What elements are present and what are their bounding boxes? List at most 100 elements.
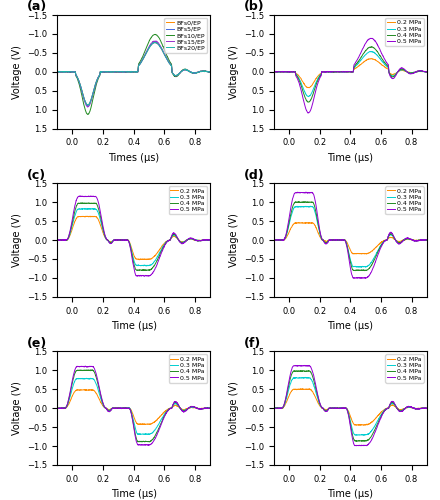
0.5 MPa [405,404,410,409]
0.2 MPa [81,386,86,392]
Line: 0.4 MPa: 0.4 MPa [274,47,427,102]
0.2 MPa [113,237,118,243]
Line: 0.4 MPa: 0.4 MPa [57,370,210,442]
0.5 MPa [289,367,294,373]
0.5 MPa [330,405,335,411]
0.5 MPa [113,405,118,411]
0.2 MPa [298,75,303,81]
0.4 MPa [207,237,213,243]
0.3 MPa [368,48,373,54]
0.4 MPa [352,268,358,274]
BFs0/EP [152,40,158,46]
Line: 0.3 MPa: 0.3 MPa [274,52,427,96]
BFs20/EP [205,68,210,74]
Line: BFs20/EP: BFs20/EP [57,42,210,105]
0.3 MPa [188,236,193,242]
0.3 MPa [81,376,86,382]
0.5 MPa [55,237,60,243]
0.4 MPa [424,69,429,75]
BFs10/EP [72,69,77,75]
0.2 MPa [369,56,374,62]
Line: BFs5/EP: BFs5/EP [57,42,210,106]
0.5 MPa [405,235,410,241]
Text: (c): (c) [27,168,46,181]
Text: (f): (f) [243,337,261,350]
0.5 MPa [405,70,410,75]
Line: 0.5 MPa: 0.5 MPa [274,366,427,446]
0.3 MPa [72,214,77,220]
Y-axis label: Voltage (V): Voltage (V) [229,213,238,267]
BFs15/EP [55,68,60,74]
Y-axis label: Voltage (V): Voltage (V) [12,213,22,267]
0.5 MPa [142,273,147,279]
X-axis label: Times (μs): Times (μs) [108,153,159,163]
0.2 MPa [137,257,142,263]
BFs10/EP [113,69,118,75]
0.2 MPa [405,69,410,75]
0.4 MPa [78,200,84,206]
0.2 MPa [421,237,426,243]
0.3 MPa [143,263,149,269]
0.2 MPa [298,386,303,392]
0.5 MPa [81,194,86,200]
0.2 MPa [405,404,410,410]
BFs0/EP [113,69,118,75]
Line: 0.3 MPa: 0.3 MPa [274,378,427,435]
0.4 MPa [188,404,193,410]
BFs5/EP [120,68,125,74]
0.2 MPa [188,236,193,242]
0.5 MPa [83,363,88,369]
BFs15/EP [207,69,213,75]
BFs10/EP [188,70,193,75]
BFs5/EP [152,40,158,46]
BFs15/EP [120,68,125,74]
0.4 MPa [293,198,298,204]
0.5 MPa [421,237,426,243]
0.4 MPa [421,406,426,411]
0.4 MPa [120,405,125,411]
Text: (d): (d) [243,168,264,181]
0.4 MPa [55,237,60,243]
Line: 0.2 MPa: 0.2 MPa [274,389,427,425]
0.3 MPa [205,238,210,244]
0.4 MPa [405,404,410,410]
0.4 MPa [330,405,335,411]
0.2 MPa [337,238,342,244]
0.2 MPa [337,405,342,411]
0.4 MPa [289,372,294,378]
0.4 MPa [421,68,426,74]
0.3 MPa [424,405,429,411]
0.3 MPa [87,206,92,212]
BFs10/EP [120,69,125,75]
BFs5/EP [81,94,86,100]
Legend: 0.2 MPa, 0.3 MPa, 0.4 MPa, 0.5 MPa: 0.2 MPa, 0.3 MPa, 0.4 MPa, 0.5 MPa [385,354,424,382]
0.3 MPa [405,404,410,410]
0.5 MPa [370,36,375,42]
0.2 MPa [72,389,77,395]
0.3 MPa [205,405,210,411]
Text: (b): (b) [243,0,264,14]
Legend: 0.2 MPa, 0.3 MPa, 0.4 MPa, 0.5 MPa: 0.2 MPa, 0.3 MPa, 0.4 MPa, 0.5 MPa [385,18,424,46]
0.3 MPa [405,236,410,242]
0.4 MPa [306,368,311,374]
0.2 MPa [421,405,426,411]
0.3 MPa [289,69,294,75]
Y-axis label: Voltage (V): Voltage (V) [12,381,22,435]
BFs0/EP [81,94,86,100]
BFs15/EP [81,96,86,102]
0.5 MPa [271,69,277,75]
BFs5/EP [113,68,118,74]
Line: 0.2 MPa: 0.2 MPa [57,390,210,424]
BFs10/EP [81,101,86,107]
0.5 MPa [337,68,342,74]
0.4 MPa [298,81,303,87]
BFs0/EP [72,69,77,75]
0.2 MPa [289,388,294,394]
0.5 MPa [113,237,118,243]
Line: BFs0/EP: BFs0/EP [57,42,210,105]
0.2 MPa [330,237,335,243]
Y-axis label: Voltage (V): Voltage (V) [12,45,22,99]
0.3 MPa [55,405,60,411]
Line: 0.5 MPa: 0.5 MPa [57,366,210,446]
0.4 MPa [205,237,210,243]
